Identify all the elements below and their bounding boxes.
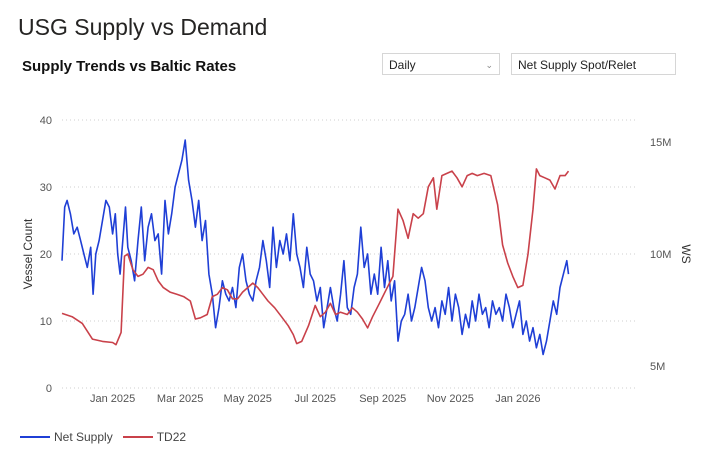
y-tick-label: 40 — [40, 115, 52, 127]
legend: Net Supply TD22 — [20, 430, 196, 444]
y2-axis-label: WS — [679, 244, 693, 263]
page-title: USG Supply vs Demand — [18, 14, 268, 40]
legend-label: Net Supply — [54, 430, 113, 444]
y-tick-label: 30 — [40, 182, 52, 194]
y2-tick-label: 15M — [650, 137, 671, 149]
x-tick-label: Jan 2026 — [495, 393, 540, 405]
y2-tick-label: 5M — [650, 361, 665, 373]
x-tick-label: Mar 2025 — [157, 393, 203, 405]
y-axis-label: Vessel Count — [21, 218, 35, 289]
y2-tick-label: 10M — [650, 249, 671, 261]
x-tick-label: Jan 2025 — [90, 393, 135, 405]
frequency-dropdown[interactable]: Daily ⌄ — [382, 53, 500, 75]
legend-swatch — [122, 436, 153, 438]
x-tick-label: May 2025 — [224, 393, 272, 405]
frequency-dropdown-value: Daily — [389, 58, 416, 72]
legend-label: TD22 — [156, 430, 187, 444]
legend-swatch — [20, 436, 50, 438]
y-tick-label: 0 — [46, 383, 52, 395]
x-tick-label: Nov 2025 — [427, 393, 474, 405]
x-tick-label: Sep 2025 — [359, 393, 406, 405]
metric-dropdown-value: Net Supply Spot/Relet — [518, 58, 637, 72]
y-tick-label: 20 — [40, 249, 52, 261]
series-line-td22[interactable] — [61, 168, 570, 346]
series-line-net-supply[interactable] — [61, 139, 570, 356]
metric-dropdown[interactable]: Net Supply Spot/Relet — [511, 53, 676, 75]
legend-entry-net-supply[interactable]: Net Supply — [20, 430, 113, 444]
x-tick-label: Jul 2025 — [294, 393, 336, 405]
y-tick-label: 10 — [40, 316, 52, 328]
chart-title: Supply Trends vs Baltic Rates — [22, 58, 237, 75]
legend-entry-td22[interactable]: TD22 — [122, 430, 187, 444]
chevron-down-icon: ⌄ — [485, 60, 493, 70]
